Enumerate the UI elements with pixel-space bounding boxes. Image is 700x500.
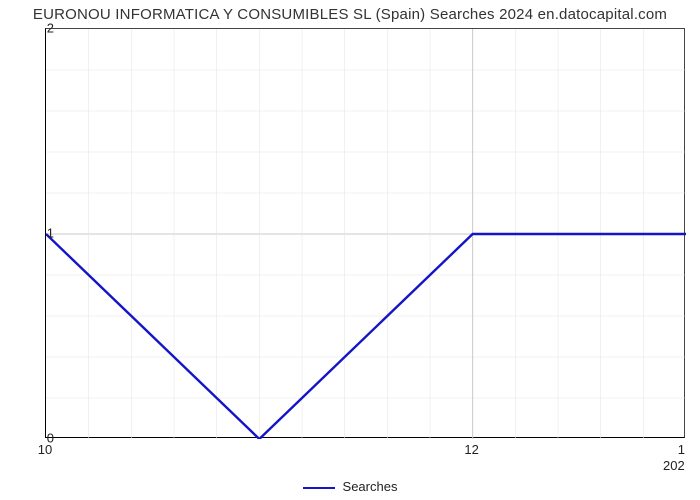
plot-area — [45, 28, 685, 438]
legend-label: Searches — [343, 479, 398, 494]
y-tick-label: 1 — [14, 226, 54, 241]
chart-svg — [46, 29, 686, 439]
x-tick-label: 10 — [38, 442, 52, 457]
chart-container: EURONOU INFORMATICA Y CONSUMIBLES SL (Sp… — [0, 0, 700, 500]
chart-title: EURONOU INFORMATICA Y CONSUMIBLES SL (Sp… — [0, 6, 700, 23]
x-tick-label-right: 1 — [678, 442, 685, 457]
legend: Searches — [0, 479, 700, 494]
x-tick-label: 12 — [464, 442, 478, 457]
series-line — [46, 234, 686, 439]
legend-swatch — [303, 487, 335, 489]
y-tick-label: 2 — [14, 21, 54, 36]
x-axis-sublabel-right: 202 — [663, 458, 685, 473]
